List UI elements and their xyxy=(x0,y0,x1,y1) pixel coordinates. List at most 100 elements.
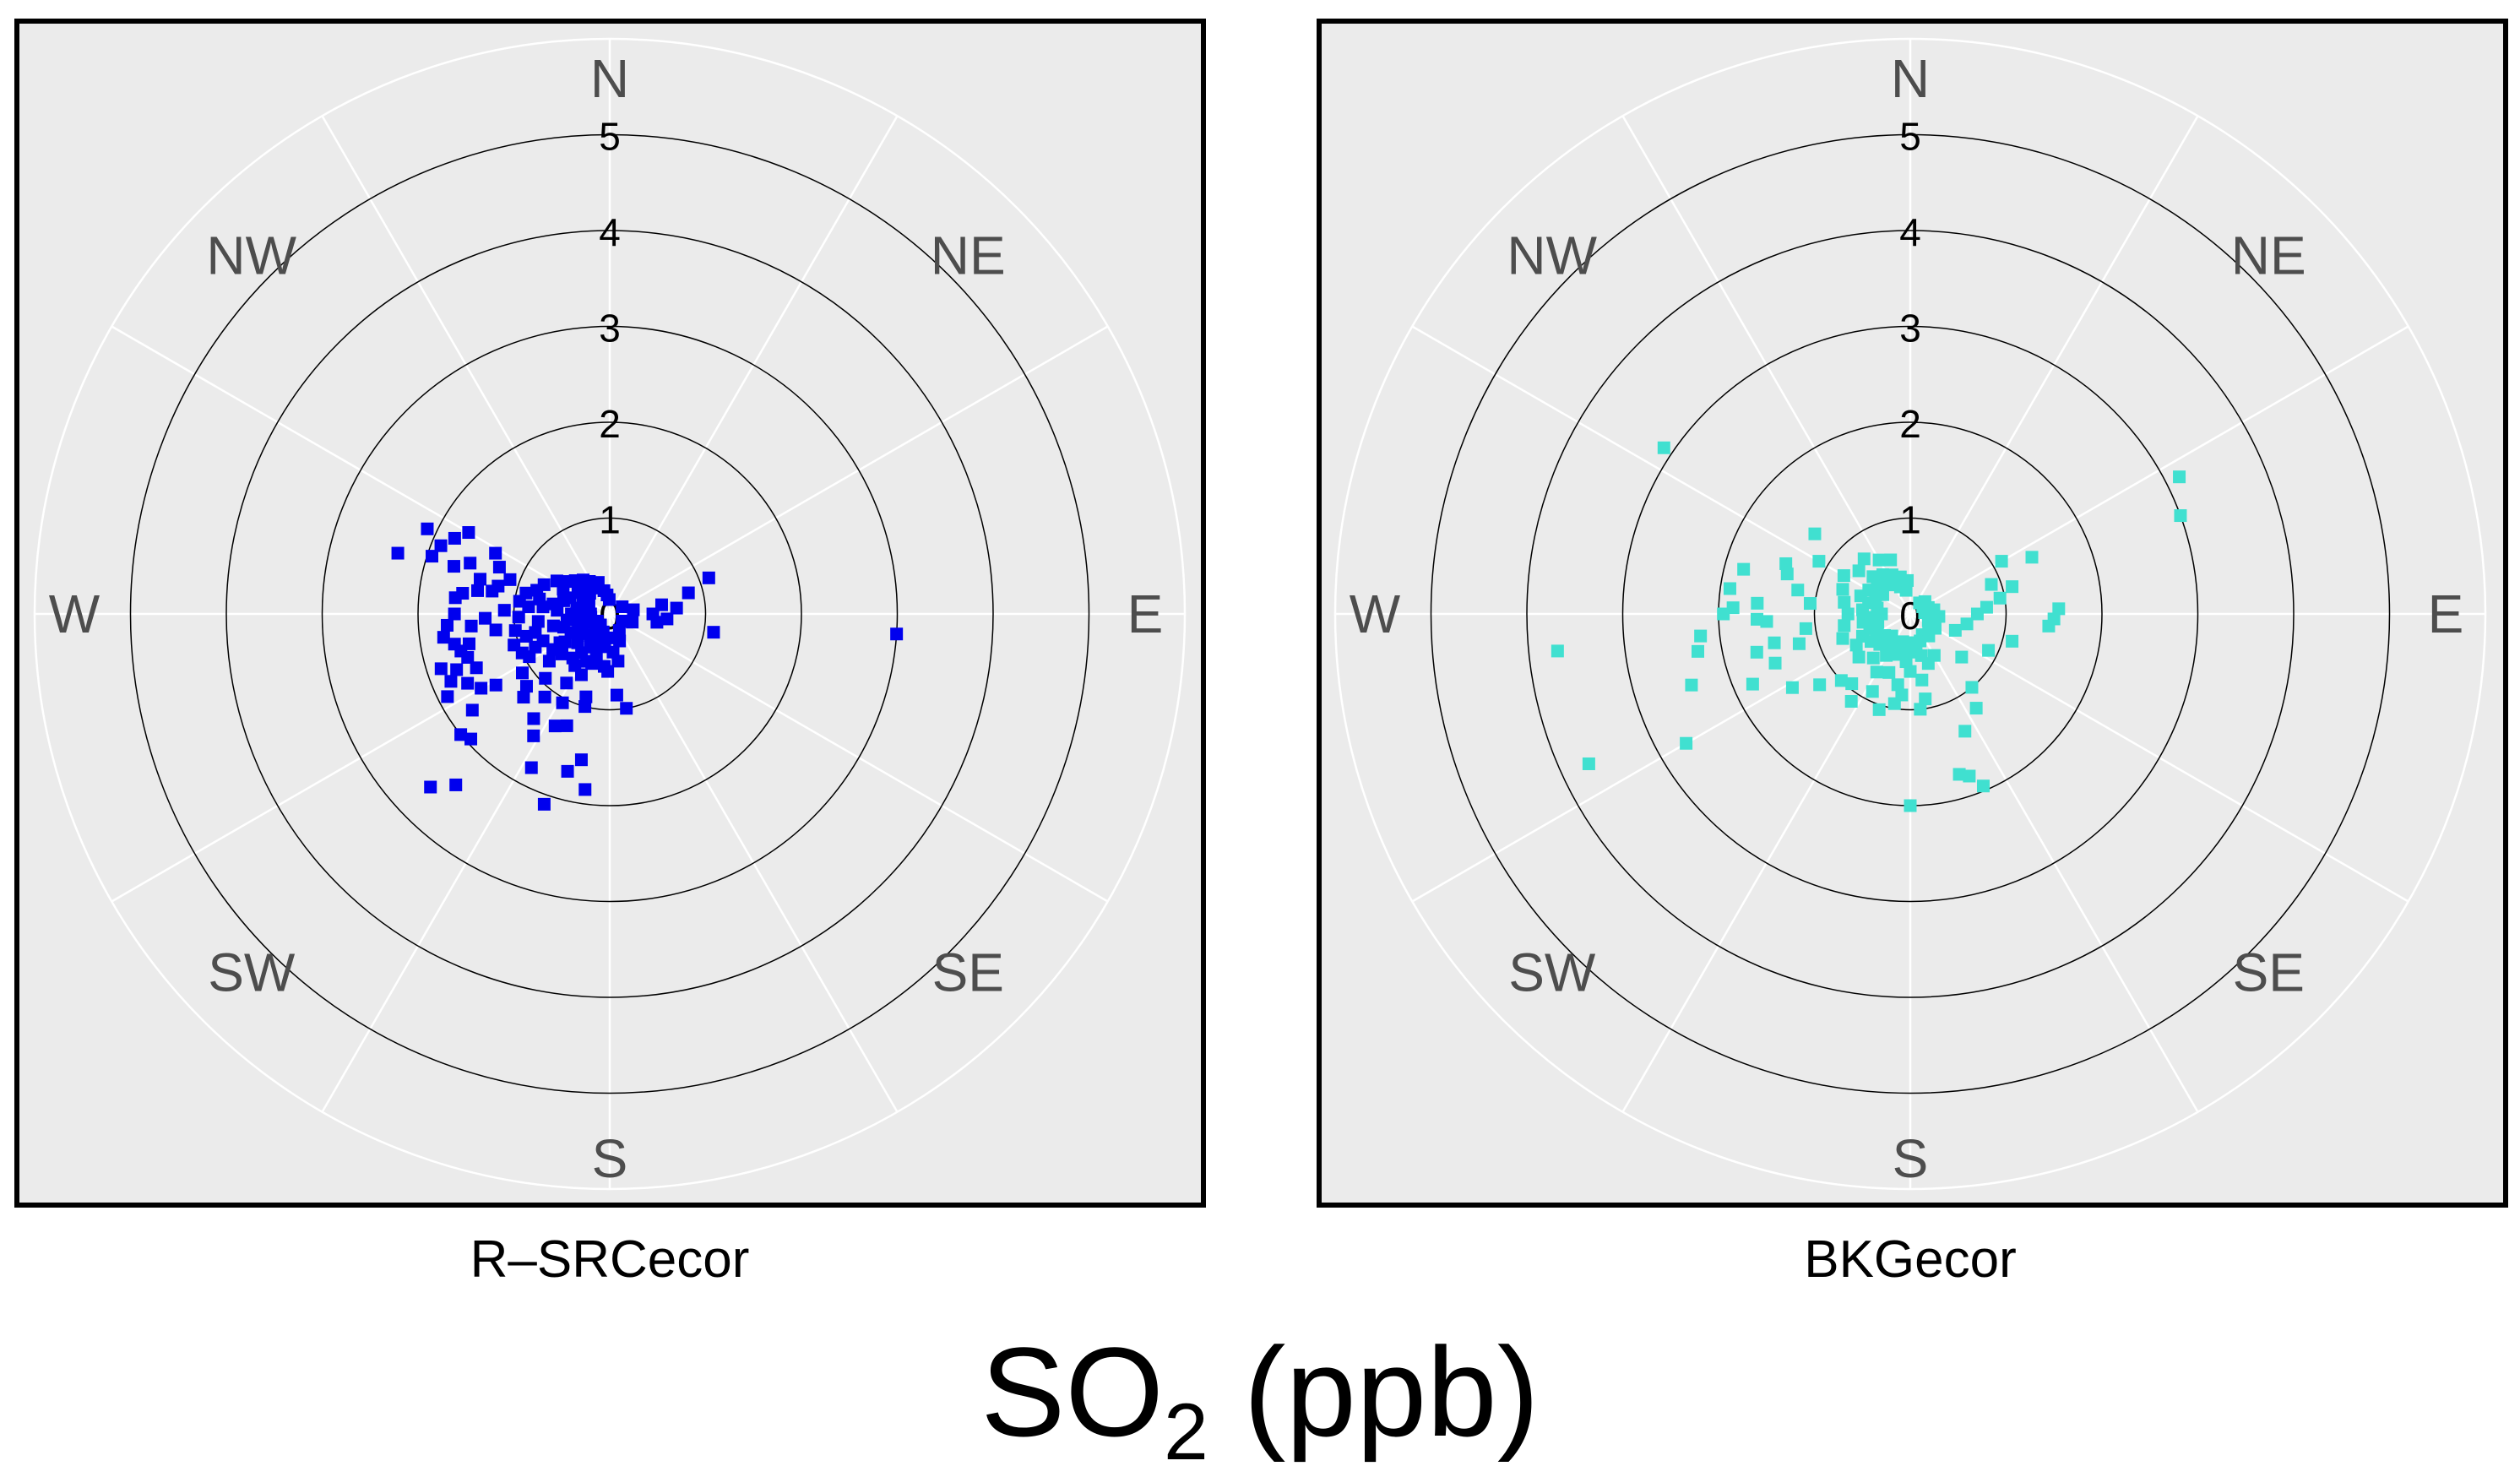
data-point xyxy=(437,631,450,644)
direction-label: NW xyxy=(1507,225,1597,286)
data-point xyxy=(524,761,538,774)
data-point xyxy=(1785,681,1799,694)
data-point xyxy=(1841,607,1855,621)
data-point xyxy=(444,675,458,688)
grid-outer-circle xyxy=(1333,37,2487,1191)
data-point xyxy=(1963,769,1976,783)
radial-tick-label: 1 xyxy=(599,498,621,542)
data-point xyxy=(568,659,582,672)
data-points xyxy=(391,522,904,811)
data-point xyxy=(1993,591,2007,605)
data-point xyxy=(515,666,529,680)
data-point xyxy=(1882,665,1896,679)
data-point xyxy=(627,603,640,616)
data-point xyxy=(616,615,629,628)
data-point xyxy=(536,600,550,614)
direction-label: N xyxy=(1891,48,1930,109)
radial-tick-label: 4 xyxy=(1899,210,1921,254)
data-point xyxy=(447,560,460,573)
polar-grid xyxy=(1333,37,2487,1191)
data-point xyxy=(1837,569,1850,583)
data-point xyxy=(582,595,595,609)
title-subscript: 2 xyxy=(1164,1387,1208,1477)
data-point xyxy=(1694,629,1708,643)
data-point xyxy=(1692,644,1705,658)
direction-label: N xyxy=(590,48,629,109)
data-point xyxy=(682,586,695,600)
data-point xyxy=(1849,638,1863,652)
data-point xyxy=(426,550,439,563)
data-point xyxy=(454,728,468,741)
data-point xyxy=(508,624,522,638)
data-point xyxy=(527,729,540,742)
figure-title: SO2 (ppb) xyxy=(980,1321,1539,1477)
data-point xyxy=(448,531,461,545)
data-point xyxy=(539,671,552,685)
radial-tick-label: 4 xyxy=(599,210,621,254)
direction-label: NE xyxy=(931,225,1006,286)
data-point xyxy=(561,764,574,778)
data-point xyxy=(1895,688,1909,702)
data-point xyxy=(1838,619,1851,633)
data-point xyxy=(568,574,582,588)
direction-label: NW xyxy=(206,225,296,286)
data-point xyxy=(1899,584,1913,597)
direction-label: SW xyxy=(1508,942,1596,1002)
direction-label: S xyxy=(1893,1128,1929,1189)
data-point xyxy=(1799,622,1812,635)
title-unit: (ppb) xyxy=(1208,1321,1540,1463)
grid-ring xyxy=(321,325,899,903)
data-point xyxy=(1844,695,1858,709)
data-point xyxy=(1791,584,1805,597)
data-point xyxy=(537,578,551,591)
data-point xyxy=(448,591,462,605)
data-point xyxy=(448,607,461,621)
grid-outer-circle xyxy=(33,37,1187,1191)
data-point xyxy=(489,678,502,692)
data-point xyxy=(492,561,506,574)
data-point xyxy=(1852,650,1866,664)
data-point xyxy=(574,753,588,767)
data-point xyxy=(527,712,540,725)
data-point xyxy=(542,654,556,668)
grid-ring xyxy=(1813,517,2007,711)
data-point xyxy=(441,618,454,632)
data-point xyxy=(1904,665,1917,678)
data-point xyxy=(503,573,517,586)
grid-ring xyxy=(1621,325,2199,903)
data-point xyxy=(1980,600,1993,614)
data-point xyxy=(611,654,625,668)
data-point xyxy=(492,579,505,593)
data-point xyxy=(1812,555,1826,568)
data-point xyxy=(650,616,664,629)
data-point xyxy=(1717,607,1730,621)
data-point xyxy=(1680,736,1693,750)
data-point xyxy=(616,600,629,613)
data-point xyxy=(1891,678,1904,692)
data-point xyxy=(512,611,525,624)
data-point xyxy=(1927,649,1941,662)
data-point xyxy=(1919,692,1932,706)
direction-label: E xyxy=(2428,584,2464,644)
data-point xyxy=(1751,596,1764,610)
data-point xyxy=(434,539,448,552)
data-point xyxy=(1685,678,1698,692)
data-point xyxy=(578,700,592,714)
data-point xyxy=(537,797,551,811)
data-point xyxy=(1836,632,1849,645)
data-point xyxy=(613,634,627,648)
data-point xyxy=(1768,656,1782,670)
data-point xyxy=(1866,570,1880,584)
radial-tick-label: 2 xyxy=(599,402,621,446)
panel-label: R–SRCecor xyxy=(470,1230,750,1289)
data-point xyxy=(1852,564,1866,578)
data-point xyxy=(1857,552,1871,566)
data-point xyxy=(702,571,715,584)
radial-tick-label: 1 xyxy=(1899,498,1921,542)
data-point xyxy=(2025,551,2039,564)
data-point xyxy=(1913,596,1926,610)
data-point xyxy=(1866,651,1880,665)
data-point xyxy=(450,663,464,676)
